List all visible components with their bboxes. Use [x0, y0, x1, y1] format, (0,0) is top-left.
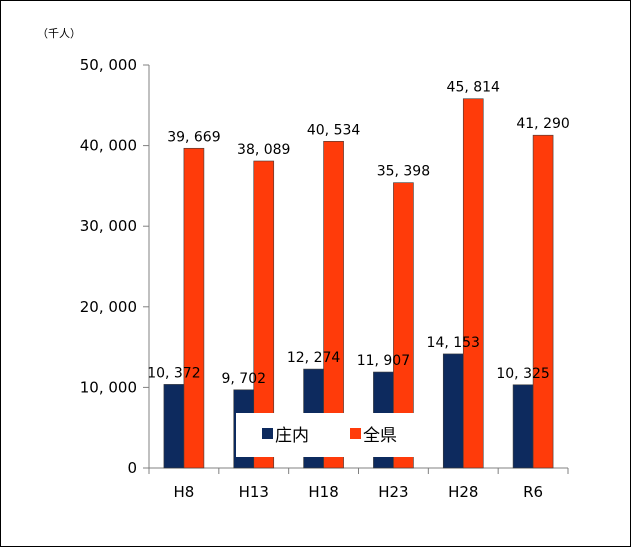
data-label-zenken: 38, 089 [237, 142, 290, 158]
axis-layer: 0 10, 000 20, 000 30, 000 40, 000 50, 000 H8 H1… [80, 56, 569, 501]
y-tick-label: 30, 000 [80, 217, 137, 235]
x-tick-label: H28 [448, 483, 478, 501]
data-label-shonai: 12, 274 [287, 350, 341, 366]
data-label-zenken: 40, 534 [307, 122, 361, 138]
x-tick-label: H13 [239, 483, 269, 501]
bar-zenken [393, 182, 414, 469]
x-tick-label: H18 [308, 483, 338, 501]
data-label-shonai: 14, 153 [427, 335, 480, 351]
data-label-zenken: 41, 290 [516, 116, 569, 132]
bar-shonai [512, 384, 534, 469]
unit-label: （千人） [37, 27, 81, 40]
bars-layer [163, 98, 554, 469]
bar-zenken [462, 98, 484, 469]
data-label-shonai: 9, 702 [221, 371, 266, 387]
data-label-shonai: 10, 325 [496, 366, 549, 382]
data-label-zenken: 45, 814 [447, 80, 501, 96]
legend-label-shonai: 庄内 [275, 426, 309, 446]
bar-zenken [183, 147, 205, 469]
bar-shonai [442, 353, 464, 469]
bar-zenken [253, 160, 275, 469]
data-label-shonai: 11, 907 [357, 353, 410, 369]
x-tick-label: H23 [378, 483, 408, 501]
labels-layer: 10, 372 39, 669 9, 702 38, 089 12, 274 40, 53… [147, 80, 570, 387]
y-tick-label: 0 [127, 459, 137, 477]
y-tick-label: 50, 000 [80, 56, 137, 74]
bar-shonai [163, 384, 185, 469]
x-tick-label: H8 [174, 483, 195, 501]
y-tick-label: 10, 000 [80, 378, 137, 396]
y-tick-label: 40, 000 [80, 137, 137, 155]
data-label-zenken: 39, 669 [167, 129, 220, 145]
legend-label-zenken: 全県 [363, 426, 397, 446]
x-tick-label: R6 [523, 483, 543, 501]
data-label-zenken: 35, 398 [377, 164, 430, 180]
legend-swatch-zenken [350, 428, 361, 439]
data-label-shonai: 10, 372 [147, 365, 200, 381]
legend: 庄内 全県 [236, 413, 434, 457]
y-tick-label: 20, 000 [80, 298, 137, 316]
legend-swatch-shonai [262, 428, 273, 439]
bar-zenken [323, 140, 344, 469]
bar-zenken [532, 134, 554, 469]
